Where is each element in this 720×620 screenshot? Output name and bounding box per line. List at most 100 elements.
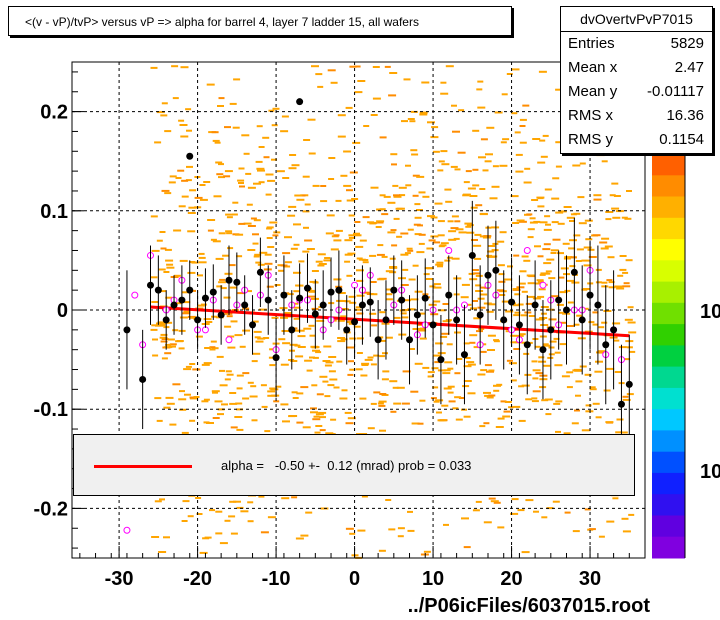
histogram-cell xyxy=(625,259,633,262)
histogram-cell xyxy=(435,263,444,266)
histogram-cell xyxy=(186,165,193,168)
histogram-cell xyxy=(596,351,602,354)
histogram-cell xyxy=(219,384,228,387)
histogram-cell xyxy=(371,324,378,327)
histogram-cell xyxy=(485,153,493,156)
histogram-cell xyxy=(228,264,236,267)
histogram-cell xyxy=(525,398,533,401)
profile-marker xyxy=(139,375,147,383)
profile-marker xyxy=(170,301,178,309)
histogram-cell xyxy=(430,397,437,400)
histogram-cell xyxy=(406,247,413,250)
histogram-cell xyxy=(616,418,624,421)
histogram-cell xyxy=(253,255,260,258)
histogram-cell xyxy=(407,228,414,231)
histogram-cell xyxy=(511,112,518,115)
histogram-cell xyxy=(548,346,555,349)
histogram-cell xyxy=(199,198,208,201)
histogram-cell xyxy=(486,310,494,313)
histogram-cell xyxy=(328,356,337,358)
histogram-cell xyxy=(309,334,316,337)
histogram-cell xyxy=(493,501,501,504)
histogram-cell xyxy=(160,333,168,336)
histogram-cell xyxy=(345,106,353,109)
histogram-cell xyxy=(282,420,290,423)
histogram-cell xyxy=(185,179,192,182)
x-tick-label: -10 xyxy=(262,568,291,590)
histogram-cell xyxy=(166,402,175,405)
histogram-cell xyxy=(627,321,636,324)
histogram-cell xyxy=(588,321,595,324)
histogram-cell xyxy=(458,109,465,112)
histogram-cell xyxy=(407,510,413,513)
histogram-cell xyxy=(282,252,291,255)
histogram-cell xyxy=(526,274,535,277)
histogram-cell xyxy=(537,280,544,283)
histogram-cell xyxy=(217,105,224,107)
histogram-cell xyxy=(552,238,561,241)
histogram-cell xyxy=(584,373,592,376)
histogram-cell xyxy=(515,170,524,173)
color-scale-band xyxy=(652,366,685,389)
histogram-cell xyxy=(519,118,527,121)
histogram-cell xyxy=(486,370,494,373)
histogram-cell xyxy=(156,111,165,114)
histogram-cell xyxy=(226,232,233,235)
histogram-cell xyxy=(164,346,173,349)
histogram-cell xyxy=(210,238,217,241)
histogram-cell xyxy=(348,295,356,298)
histogram-cell xyxy=(230,320,238,323)
histogram-cell xyxy=(598,326,605,329)
histogram-cell xyxy=(376,220,385,223)
histogram-cell xyxy=(386,293,393,296)
histogram-cell xyxy=(563,432,571,435)
histogram-cell xyxy=(607,256,615,259)
histogram-cell xyxy=(306,289,315,292)
histogram-cell xyxy=(561,375,570,378)
histogram-cell xyxy=(291,391,298,394)
profile-marker xyxy=(366,298,374,306)
histogram-cell xyxy=(346,346,354,349)
histogram-cell xyxy=(495,426,504,428)
profile-marker xyxy=(390,286,398,294)
histogram-cell xyxy=(488,245,495,247)
histogram-cell xyxy=(454,331,461,334)
color-scale-band xyxy=(652,217,685,240)
histogram-cell xyxy=(512,288,520,290)
histogram-cell xyxy=(595,416,602,419)
histogram-cell xyxy=(247,381,254,384)
histogram-cell xyxy=(223,296,231,299)
histogram-cell xyxy=(479,425,486,428)
histogram-cell xyxy=(158,322,166,325)
histogram-cell xyxy=(409,348,415,350)
histogram-cell xyxy=(414,216,422,219)
histogram-cell xyxy=(165,396,174,399)
data-markers xyxy=(123,98,633,534)
histogram-cell xyxy=(551,221,559,224)
histogram-cell xyxy=(292,397,299,399)
color-scale-band xyxy=(652,451,685,474)
histogram-cell xyxy=(163,536,170,539)
histogram-cell xyxy=(444,259,451,262)
histogram-cell xyxy=(546,507,554,510)
profile-marker xyxy=(531,301,539,309)
profile-marker xyxy=(272,354,280,362)
histogram-cell xyxy=(461,517,469,520)
histogram-cell xyxy=(216,355,224,358)
histogram-cell xyxy=(300,534,309,537)
histogram-cell xyxy=(364,358,373,361)
histogram-cell xyxy=(229,286,237,289)
histogram-cell xyxy=(442,372,451,375)
histogram-cell xyxy=(304,203,311,206)
histogram-cell xyxy=(497,240,505,243)
histogram-cell xyxy=(326,214,335,217)
histogram-cell xyxy=(492,165,499,168)
histogram-cell xyxy=(506,359,513,362)
axis-ticks: -30 -20 -10 0 10 20 30 -0.2 -0.1 0 0.1 0.2 xyxy=(34,71,630,590)
histogram-cell xyxy=(155,324,163,327)
histogram-cell xyxy=(389,72,398,74)
histogram-cell xyxy=(487,255,495,258)
histogram-cell xyxy=(466,231,475,234)
profile-marker xyxy=(617,400,625,408)
profile-marker xyxy=(146,281,154,289)
